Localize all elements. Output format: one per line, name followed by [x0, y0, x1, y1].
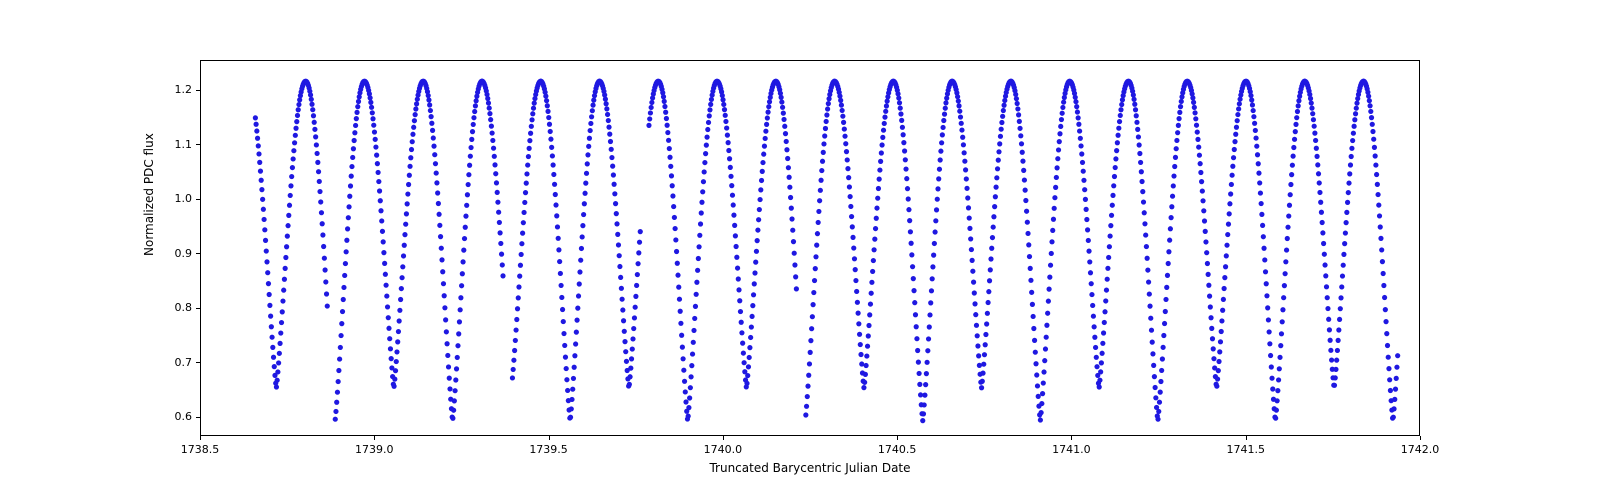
- x-tick-label: 1741.0: [1046, 443, 1096, 456]
- x-tick-label: 1742.0: [1395, 443, 1445, 456]
- x-tick-label: 1739.0: [349, 443, 399, 456]
- y-tick-label: 0.7: [175, 356, 193, 369]
- x-tick-mark: [897, 436, 898, 440]
- x-tick-label: 1740.0: [698, 443, 748, 456]
- y-tick-mark: [196, 308, 200, 309]
- y-tick-mark: [196, 90, 200, 91]
- x-tick-mark: [1246, 436, 1247, 440]
- figure: Normalized PDC flux Truncated Barycentri…: [0, 0, 1600, 500]
- y-tick-mark: [196, 144, 200, 145]
- y-tick-label: 0.8: [175, 301, 193, 314]
- x-tick-label: 1738.5: [175, 443, 225, 456]
- x-tick-mark: [200, 436, 201, 440]
- y-tick-label: 1.2: [175, 83, 193, 96]
- x-tick-label: 1739.5: [524, 443, 574, 456]
- y-tick-label: 0.9: [175, 247, 193, 260]
- x-tick-mark: [723, 436, 724, 440]
- x-tick-mark: [549, 436, 550, 440]
- x-tick-mark: [1071, 436, 1072, 440]
- y-tick-mark: [196, 199, 200, 200]
- x-tick-label: 1740.5: [872, 443, 922, 456]
- y-tick-label: 0.6: [175, 410, 193, 423]
- y-tick-mark: [196, 253, 200, 254]
- scatter-plot: [201, 61, 1421, 437]
- y-tick-label: 1.1: [175, 138, 193, 151]
- y-tick-label: 1.0: [175, 192, 193, 205]
- y-tick-mark: [196, 417, 200, 418]
- plot-axes: [200, 60, 1420, 436]
- x-tick-label: 1741.5: [1221, 443, 1271, 456]
- x-axis-label: Truncated Barycentric Julian Date: [610, 461, 1010, 475]
- x-tick-mark: [1420, 436, 1421, 440]
- y-tick-mark: [196, 362, 200, 363]
- data-points: [253, 79, 1400, 424]
- x-tick-mark: [374, 436, 375, 440]
- y-axis-label: Normalized PDC flux: [142, 240, 158, 256]
